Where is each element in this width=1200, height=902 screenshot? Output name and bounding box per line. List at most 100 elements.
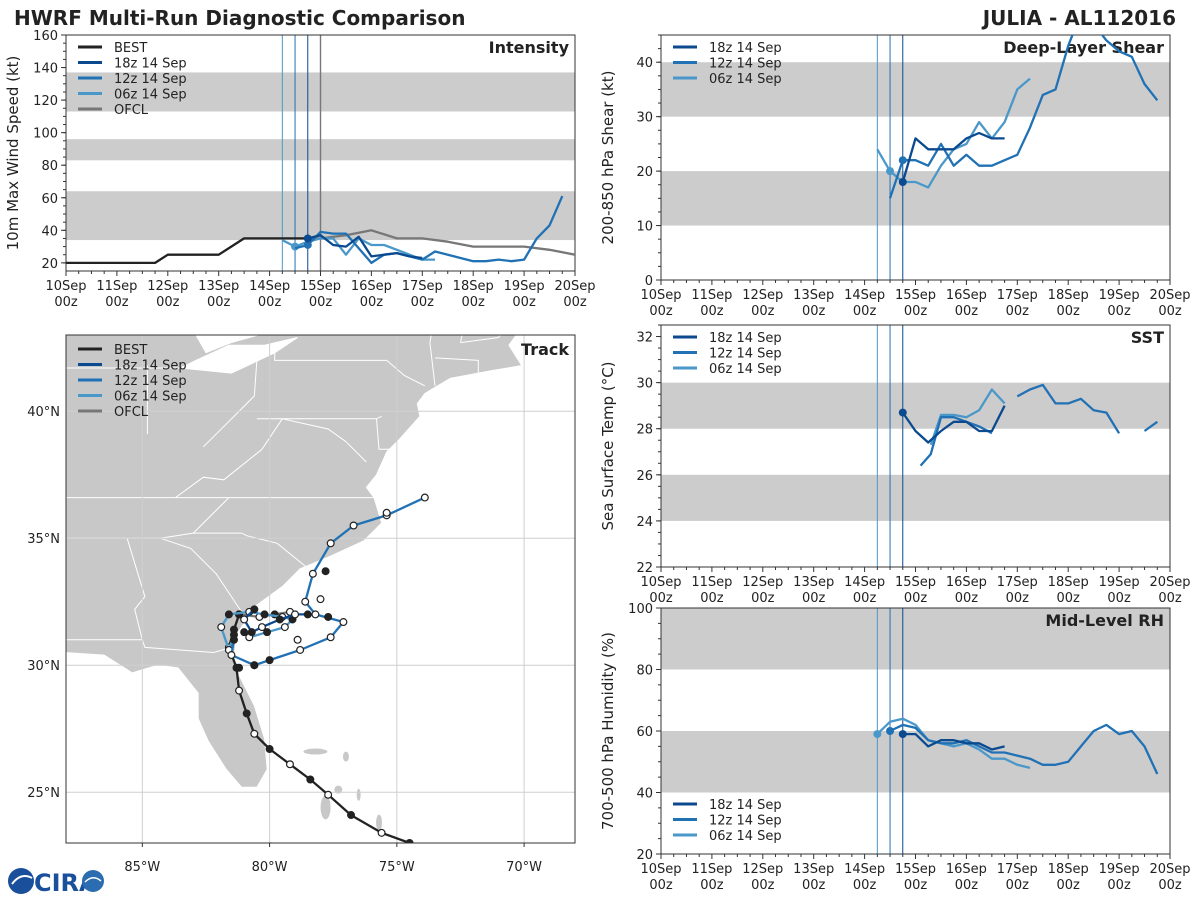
rh-xtick-label: 10Sep	[640, 862, 681, 877]
rh-xtick-label: 13Sep	[793, 862, 834, 877]
shear-ytick-label: 40	[636, 56, 653, 71]
sst-ytick-label: 24	[636, 515, 653, 530]
sst-series-start-point	[898, 408, 907, 417]
rh-xtick-label: 12Sep	[742, 862, 783, 877]
intensity-series-best	[66, 237, 308, 265]
sst-band	[661, 382, 1170, 429]
shear-xtick-label: 18Sep	[1048, 288, 1089, 303]
track-point	[280, 623, 289, 632]
track-point	[263, 628, 272, 637]
track-ytick-label: 40°N	[27, 405, 60, 420]
track-point	[235, 663, 244, 672]
state-border	[126, 538, 146, 640]
track-point	[240, 628, 249, 637]
lake-area	[275, 307, 367, 330]
shear-series-12z-14-sep	[888, 35, 1159, 199]
intensity-series-start-point	[303, 234, 312, 243]
track-point	[324, 790, 333, 799]
intensity-xtick-label: 19Sep	[504, 279, 545, 294]
shear-xtick-label: 15Sep	[895, 288, 936, 303]
intensity-ytick-label: 140	[33, 62, 58, 77]
figure-title: HWRF Multi-Run Diagnostic Comparison	[14, 6, 466, 30]
track-xtick-label: 80°W	[252, 860, 288, 875]
shear-xtick-label: 17Sep	[997, 288, 1038, 303]
sst-xtick-sublabel: 00z	[904, 591, 928, 606]
shear-series-group	[876, 35, 1159, 199]
rh-series-18z-14-sep	[902, 732, 1005, 751]
intensity-xtick-label: 13Sep	[198, 279, 239, 294]
rh-chart: 2040608010010Sep00z11Sep00z12Sep00z13Sep…	[599, 602, 1191, 893]
state-border	[434, 357, 479, 379]
track-legend-label: 06z 14 Sep	[114, 390, 187, 405]
sst-title: SST	[1131, 328, 1164, 347]
track-point	[285, 760, 294, 769]
rh-xtick-sublabel: 00z	[1107, 878, 1131, 893]
sst-xtick-label: 10Sep	[640, 575, 681, 590]
island	[376, 814, 383, 831]
track-point	[420, 493, 429, 502]
rh-xtick-label: 17Sep	[997, 862, 1038, 877]
track-title: Track	[521, 340, 569, 359]
track-legend-label: 12z 14 Sep	[114, 374, 187, 389]
shear-xtick-label: 20Sep	[1149, 288, 1190, 303]
intensity-xtick-sublabel: 00z	[258, 295, 282, 310]
shear-xtick-sublabel: 00z	[751, 304, 775, 319]
shear-xtick-label: 12Sep	[742, 288, 783, 303]
rh-xtick-label: 11Sep	[691, 862, 732, 877]
rh-title: Mid-Level RH	[1045, 611, 1164, 630]
intensity-xtick-label: 15Sep	[300, 279, 341, 294]
intensity-ytick-label: 40	[41, 224, 58, 239]
intensity-xtick-sublabel: 00z	[563, 295, 587, 310]
rh-ytick-label: 100	[628, 602, 653, 617]
shear-xtick-sublabel: 00z	[1006, 304, 1030, 319]
shear-xtick-label: 13Sep	[793, 288, 834, 303]
track-point	[250, 729, 259, 738]
intensity-xtick-sublabel: 00z	[411, 295, 435, 310]
track-point	[339, 618, 348, 627]
track-point	[265, 656, 274, 665]
track-chart: 85°W 80°W 75°W 70°W 25°N 30°N 35°N 40°N Track BES…	[27, 307, 576, 875]
sst-xtick-sublabel: 00z	[700, 591, 724, 606]
sst-legend-label: 18z 14 Sep	[709, 331, 782, 346]
rh-series-group	[873, 717, 1159, 775]
shear-series-18z-14-sep	[901, 131, 1005, 183]
track-point	[250, 661, 259, 670]
track-point	[265, 745, 274, 754]
shear-band	[661, 171, 1170, 226]
shear-band	[661, 62, 1170, 117]
sst-legend-label: 06z 14 Sep	[709, 362, 782, 377]
intensity-xtick-label: 12Sep	[147, 279, 188, 294]
track-point	[242, 709, 251, 718]
rh-xtick-label: 14Sep	[844, 862, 885, 877]
state-border	[66, 639, 232, 654]
intensity-chart: 2040608010012014016010Sep00z11Sep00z12Se…	[4, 29, 596, 310]
intensity-legend-label: 12z 14 Sep	[114, 72, 187, 87]
shear-ytick-label: 10	[636, 220, 653, 235]
track-point	[296, 645, 305, 654]
sst-band	[661, 474, 1170, 521]
shear-ytick-label: 30	[636, 111, 653, 126]
storm-id: JULIA - AL112016	[982, 6, 1176, 30]
intensity-xtick-sublabel: 00z	[54, 295, 78, 310]
rh-legend-label: 06z 14 Sep	[709, 829, 782, 844]
track-point	[349, 521, 358, 530]
rh-series-start-point	[886, 727, 895, 735]
track-point	[306, 775, 315, 784]
island	[334, 785, 343, 794]
shear-xtick-sublabel: 00z	[955, 304, 979, 319]
sst-xtick-label: 20Sep	[1149, 575, 1190, 590]
shear-ytick-label: 20	[636, 165, 653, 180]
state-border	[345, 441, 367, 463]
intensity-series-ofcl	[307, 229, 575, 256]
sst-ytick-label: 28	[636, 423, 653, 438]
track-point	[377, 828, 386, 837]
rh-legend-label: 12z 14 Sep	[709, 814, 782, 829]
intensity-series-18z-14-sep	[307, 234, 423, 260]
rh-legend-label: 18z 14 Sep	[709, 798, 782, 813]
shear-xtick-sublabel: 00z	[802, 304, 826, 319]
sst-xtick-sublabel: 00z	[751, 591, 775, 606]
intensity-xtick-sublabel: 00z	[360, 295, 384, 310]
shear-xtick-sublabel: 00z	[853, 304, 877, 319]
intensity-ytick-label: 20	[41, 257, 58, 272]
track-point	[326, 633, 335, 642]
